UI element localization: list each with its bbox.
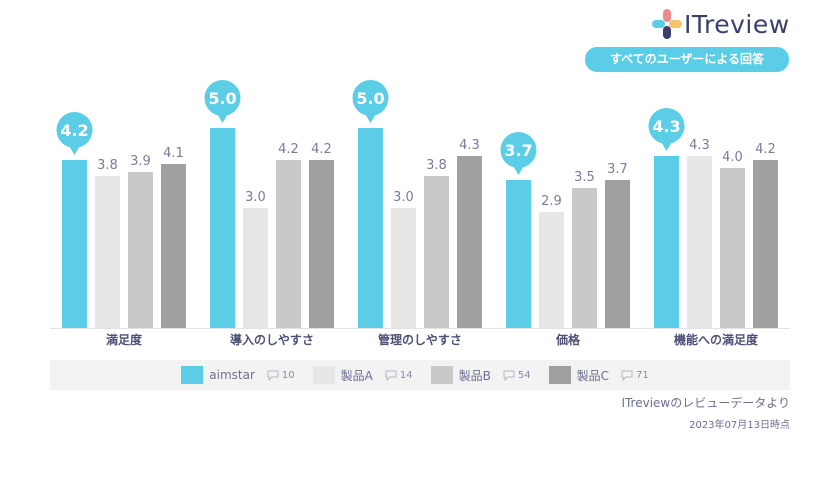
comment-icon (267, 370, 279, 381)
bar-製品A-4 (687, 156, 712, 328)
callout-1: 5.0 (204, 80, 241, 123)
legend: aimstar 10 製品A 14 製品B 54 製品C 71 (50, 360, 790, 390)
bar-製品C-4 (753, 160, 778, 328)
bar-aimstar-2 (358, 128, 383, 328)
bar-製品B-3 (572, 188, 597, 328)
data-label: 4.3 (652, 117, 680, 136)
callout-pointer (660, 141, 673, 151)
source-note: ITreviewのレビューデータより (621, 396, 790, 410)
bar-製品C-3 (605, 180, 630, 328)
data-label: 4.2 (755, 142, 776, 157)
data-label: 3.5 (574, 170, 595, 185)
bar-製品C-2 (457, 156, 482, 328)
data-label: 3.0 (393, 190, 414, 205)
logo-mark-icon (652, 9, 682, 39)
data-label: 4.1 (163, 146, 184, 161)
legend-label: 製品B (458, 368, 491, 383)
review-count-value: 54 (517, 369, 531, 381)
review-count: 54 (503, 370, 531, 381)
data-label: 4.2 (311, 142, 332, 157)
data-label: 4.2 (278, 142, 299, 157)
legend-label: 製品C (576, 368, 609, 383)
category-label: 管理のしやすさ (378, 332, 462, 347)
review-count: 71 (621, 370, 649, 381)
data-label: 3.7 (504, 141, 532, 160)
scope-badge[interactable]: すべてのユーザーによる回答 (585, 47, 789, 72)
callout-bubble (500, 132, 537, 168)
comment-icon (621, 370, 633, 381)
legend-item: 製品A (312, 366, 373, 384)
review-count-value: 71 (635, 369, 649, 381)
callout-pointer (364, 113, 377, 123)
data-label: 2.9 (541, 194, 562, 209)
bar-chart: 4.2 3.8 3.9 4.1 満足度 5.0 3.0 4.2 4.2 導入のしやすさ 5.0 3.0… (50, 80, 790, 347)
bar-製品B-4 (720, 168, 745, 328)
callout-3: 3.7 (500, 132, 537, 175)
callout-bubble (648, 108, 685, 144)
data-label: 5.0 (208, 89, 236, 108)
callout-bubble (352, 80, 389, 116)
review-count: 10 (267, 370, 295, 381)
itreview-logo: ITreview (652, 8, 792, 44)
data-label: 3.0 (245, 190, 266, 205)
category-label: 導入のしやすさ (230, 332, 314, 347)
bar-製品A-2 (391, 208, 416, 328)
category-label: 価格 (555, 332, 581, 347)
date-note: 2023年07月13日時点 (689, 420, 790, 431)
bar-製品B-2 (424, 176, 449, 328)
category-label: 満足度 (106, 332, 143, 347)
logo-text: ITreview (684, 10, 790, 39)
bar-製品B-1 (276, 160, 301, 328)
legend-swatch (312, 366, 335, 384)
legend-swatch (181, 366, 204, 384)
bar-製品C-0 (161, 164, 186, 328)
review-count-value: 10 (281, 369, 295, 381)
bar-aimstar-1 (210, 128, 235, 328)
legend-label: aimstar (209, 368, 255, 382)
bar-製品B-0 (128, 172, 153, 328)
bar-aimstar-3 (506, 180, 531, 328)
legend-label: 製品A (340, 368, 373, 383)
callout-4: 4.3 (648, 108, 685, 151)
bar-製品A-1 (243, 208, 268, 328)
comment-icon (503, 370, 515, 381)
callout-pointer (216, 113, 229, 123)
data-label: 3.9 (130, 154, 151, 169)
data-label: 4.2 (60, 121, 88, 140)
data-label: 3.8 (426, 158, 447, 173)
legend-item: 製品C (548, 366, 609, 384)
callout-pointer (512, 165, 525, 175)
data-label: 3.8 (97, 158, 118, 173)
review-count-value: 14 (399, 369, 413, 381)
callout-2: 5.0 (352, 80, 389, 123)
data-label: 4.3 (689, 138, 710, 153)
callout-pointer (68, 145, 81, 155)
data-label: 4.0 (722, 150, 743, 165)
bar-aimstar-0 (62, 160, 87, 328)
callout-0: 4.2 (56, 112, 93, 155)
callout-bubble (56, 112, 93, 148)
legend-item: 製品B (430, 366, 491, 384)
bar-製品C-1 (309, 160, 334, 328)
comment-icon (385, 370, 397, 381)
review-count: 14 (385, 370, 413, 381)
callout-bubble (204, 80, 241, 116)
data-label: 4.3 (459, 138, 480, 153)
bar-製品A-3 (539, 212, 564, 328)
legend-swatch (548, 366, 571, 384)
data-label: 5.0 (356, 89, 384, 108)
legend-item: aimstar (181, 366, 255, 384)
category-label: 機能への満足度 (674, 332, 759, 347)
bar-aimstar-4 (654, 156, 679, 328)
data-label: 3.7 (607, 162, 628, 177)
bar-製品A-0 (95, 176, 120, 328)
legend-swatch (430, 366, 453, 384)
